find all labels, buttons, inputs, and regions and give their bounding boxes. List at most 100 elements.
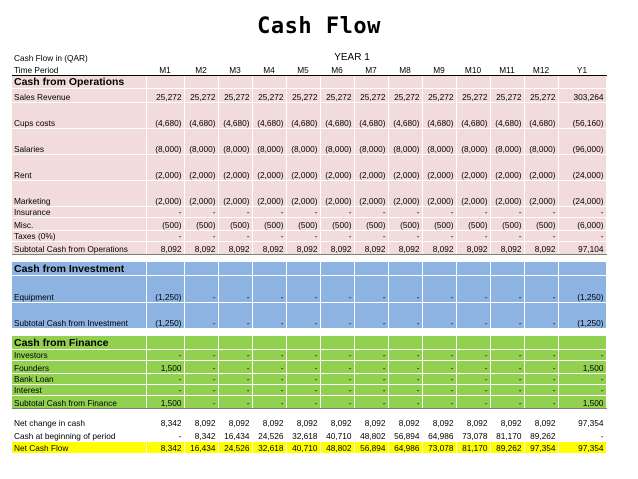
cell-value: - bbox=[320, 230, 355, 242]
table-row: Subtotal Cash from Operations 8,092 8,092 8… bbox=[12, 241, 607, 255]
cell-value: - bbox=[422, 206, 457, 218]
cell-value: - bbox=[218, 395, 253, 409]
month-header-m6: M6 bbox=[320, 63, 355, 76]
cell-value: 89,262 bbox=[524, 428, 559, 442]
cell-value: (2,000) bbox=[286, 180, 321, 207]
cell-value: - bbox=[320, 360, 355, 374]
month-header-m5: M5 bbox=[286, 63, 321, 76]
month-header-m2: M2 bbox=[184, 63, 219, 76]
cell-value: - bbox=[354, 275, 389, 303]
cell-value: 25,272 bbox=[252, 88, 287, 103]
cell-value: 8,092 bbox=[286, 415, 321, 429]
cell-value: - bbox=[286, 206, 321, 218]
table-row: Insurance - - - - - - - - - - - - - bbox=[12, 206, 607, 218]
cell-value: 8,092 bbox=[252, 241, 287, 255]
table-row: Misc. (500) (500) (500) (500) (500) (500) (500)… bbox=[12, 217, 607, 231]
cell-value: 25,272 bbox=[320, 88, 355, 103]
cell-value: - bbox=[320, 275, 355, 303]
cell-value: 56,894 bbox=[388, 428, 423, 442]
month-header-m10: M10 bbox=[456, 63, 491, 76]
cell-value: (4,680) bbox=[422, 102, 457, 129]
cell-value: - bbox=[388, 384, 423, 396]
cell-value: 8,342 bbox=[146, 441, 185, 454]
cell-value: - bbox=[286, 302, 321, 329]
cell-value: - bbox=[252, 360, 287, 374]
cell-value: - bbox=[218, 206, 253, 218]
cell-value: - bbox=[354, 395, 389, 409]
cell-value: - bbox=[524, 384, 559, 396]
cell-value: - bbox=[320, 206, 355, 218]
cell-value: - bbox=[490, 206, 525, 218]
row-total: 1,500 bbox=[557, 395, 607, 409]
row-label: Subtotal Cash from Operations bbox=[12, 241, 147, 255]
table-row: Salaries (8,000) (8,000) (8,000) (8,000) (8,0… bbox=[12, 128, 607, 155]
cell-value: (500) bbox=[422, 217, 457, 231]
cell-value: - bbox=[524, 230, 559, 242]
cell-value: (8,000) bbox=[422, 128, 457, 155]
cell-value: 73,078 bbox=[456, 428, 491, 442]
cell-value: - bbox=[490, 349, 525, 361]
cell-value: - bbox=[388, 206, 423, 218]
cell-value: (500) bbox=[184, 217, 219, 231]
cell-value: - bbox=[286, 373, 321, 385]
spacer-row bbox=[12, 408, 607, 416]
cash-flow-table: Cash Flow in (QAR) YEAR 1 Time Period M1… bbox=[12, 52, 607, 454]
cell-value: - bbox=[320, 349, 355, 361]
cell-value: (4,680) bbox=[146, 102, 185, 129]
cell-value: (8,000) bbox=[286, 128, 321, 155]
cell-value: - bbox=[252, 302, 287, 329]
cell-value: (4,680) bbox=[218, 102, 253, 129]
cell-value: (500) bbox=[388, 217, 423, 231]
cell-value: - bbox=[524, 206, 559, 218]
cell-value: (4,680) bbox=[490, 102, 525, 129]
cell-value: 8,092 bbox=[218, 241, 253, 255]
cell-value: - bbox=[354, 384, 389, 396]
cell-value: 8,092 bbox=[422, 241, 457, 255]
cell-value: - bbox=[218, 230, 253, 242]
cell-value: - bbox=[286, 360, 321, 374]
operations-heading: Cash from Operations bbox=[12, 75, 147, 89]
cell-value: (2,000) bbox=[146, 180, 185, 207]
cell-value: (2,000) bbox=[320, 180, 355, 207]
finance-heading: Cash from Finance bbox=[12, 335, 147, 350]
cell-value: - bbox=[252, 395, 287, 409]
cell-value: 8,092 bbox=[456, 415, 491, 429]
cell-value: - bbox=[456, 275, 491, 303]
cell-value: 25,272 bbox=[184, 88, 219, 103]
cell-value: - bbox=[252, 275, 287, 303]
cell-value: - bbox=[490, 384, 525, 396]
cell-value: - bbox=[388, 302, 423, 329]
cell-value: (500) bbox=[320, 217, 355, 231]
cell-value: 8,092 bbox=[354, 241, 389, 255]
cell-value: (8,000) bbox=[252, 128, 287, 155]
row-label: Bank Loan bbox=[12, 373, 147, 385]
cell-value: - bbox=[524, 373, 559, 385]
cell-value: (4,680) bbox=[388, 102, 423, 129]
total-header: Y1 bbox=[557, 63, 607, 76]
table-row: Investors - - - - - - - - - - - - - bbox=[12, 349, 607, 361]
cell-value: - bbox=[252, 373, 287, 385]
row-total: 1,500 bbox=[557, 360, 607, 374]
cell-value: - bbox=[456, 349, 491, 361]
cell-value: - bbox=[184, 206, 219, 218]
cell-value: - bbox=[388, 360, 423, 374]
cell-value: (4,680) bbox=[286, 102, 321, 129]
cell-value: (4,680) bbox=[320, 102, 355, 129]
row-total: (56,160) bbox=[557, 102, 607, 129]
cell-value: - bbox=[146, 230, 185, 242]
cell-value: - bbox=[524, 302, 559, 329]
cell-value: - bbox=[388, 395, 423, 409]
cell-value: (500) bbox=[490, 217, 525, 231]
cell-value: (2,000) bbox=[354, 154, 389, 181]
cell-value: (8,000) bbox=[218, 128, 253, 155]
cell-value: 8,092 bbox=[354, 415, 389, 429]
cell-value: - bbox=[320, 373, 355, 385]
cell-value: 8,092 bbox=[320, 415, 355, 429]
row-label: Equipment bbox=[12, 275, 147, 303]
cell-value: 8,092 bbox=[422, 415, 457, 429]
cell-value: - bbox=[146, 384, 185, 396]
cell-value: - bbox=[184, 275, 219, 303]
cell-value: (4,680) bbox=[184, 102, 219, 129]
row-total: 303,264 bbox=[557, 88, 607, 103]
row-label: Investors bbox=[12, 349, 147, 361]
